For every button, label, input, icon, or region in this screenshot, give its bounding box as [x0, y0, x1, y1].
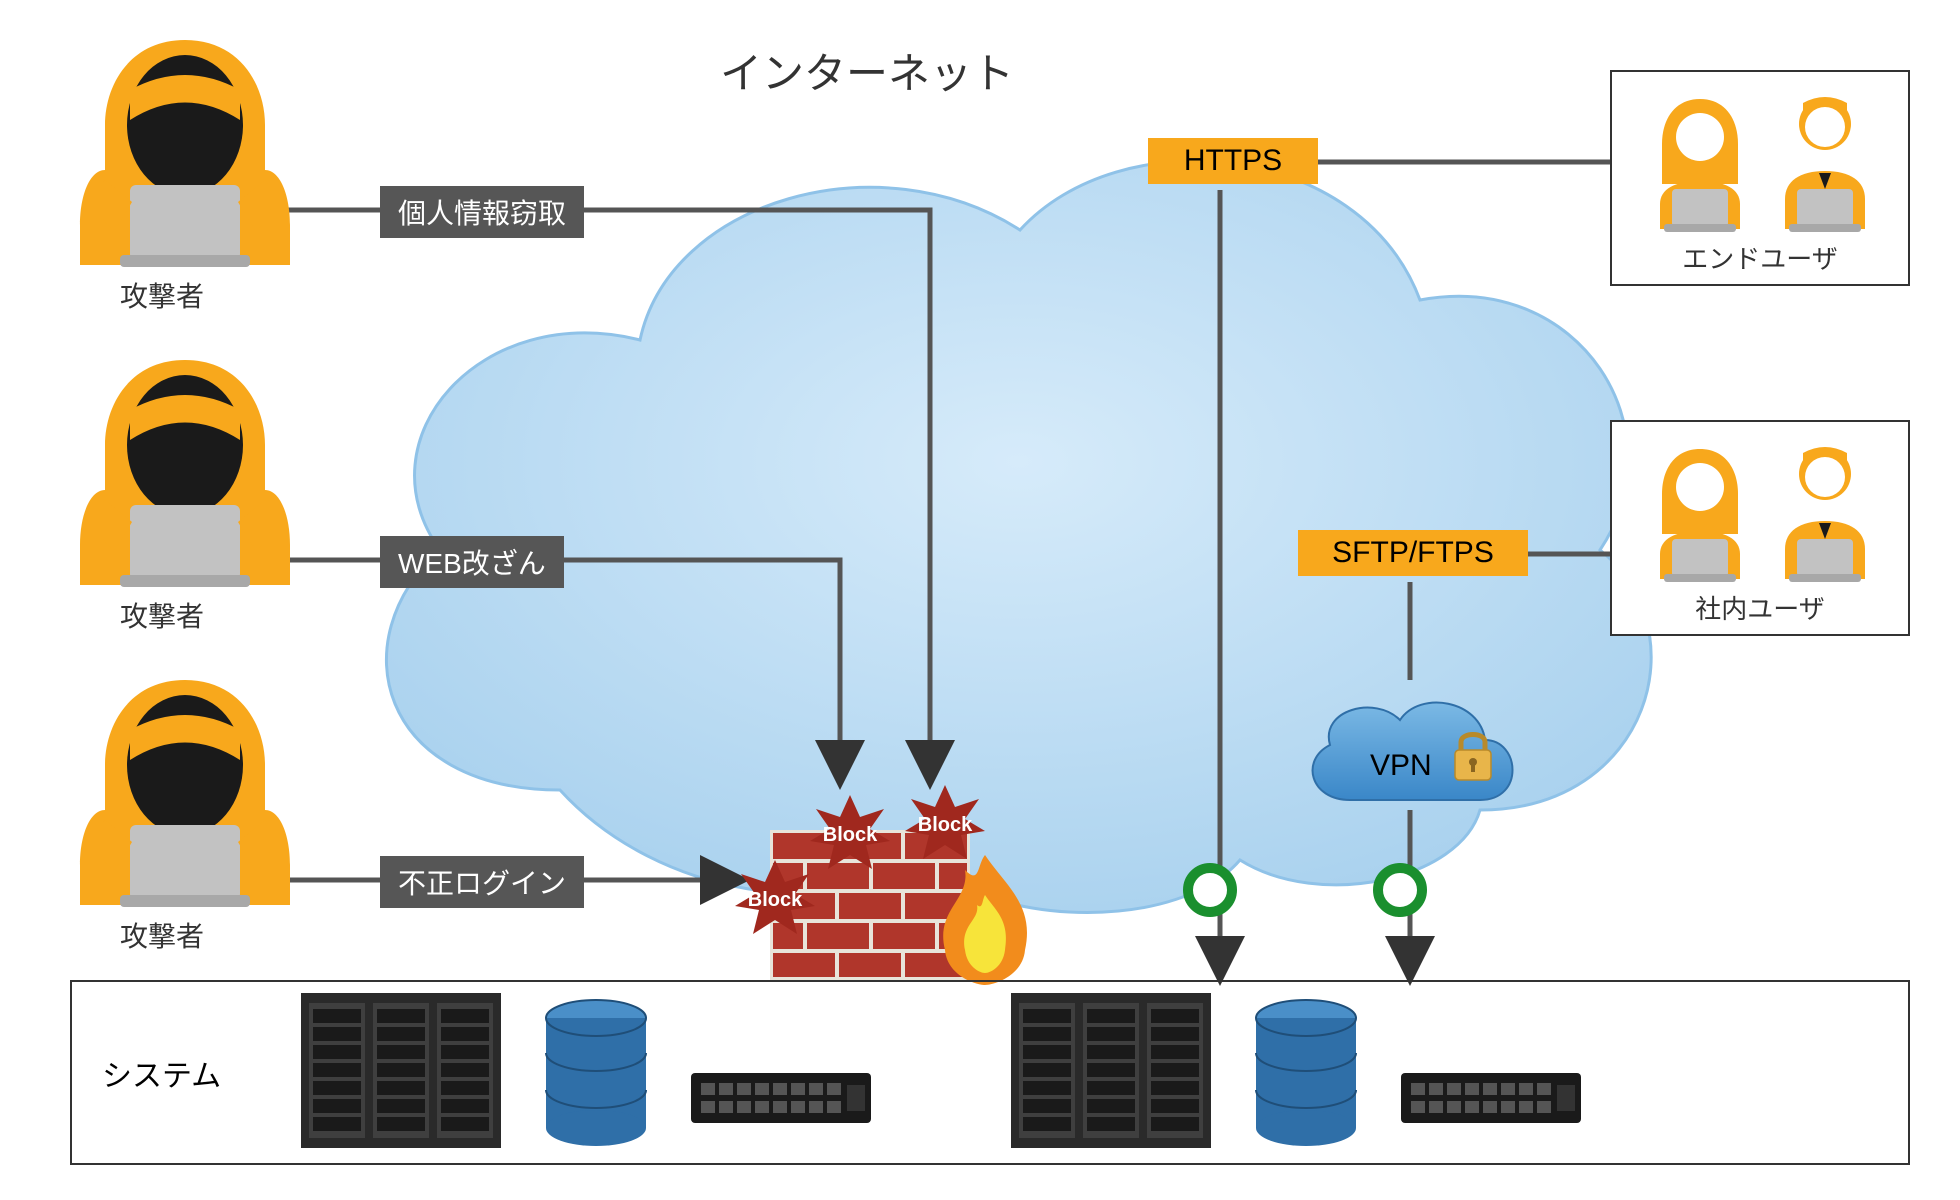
hacker-icon	[70, 350, 300, 590]
hacker-icon	[70, 670, 300, 910]
server-rack-icon	[301, 993, 501, 1153]
sftp-tag: SFTP/FTPS	[1298, 530, 1528, 576]
network-switch-icon	[1401, 1063, 1581, 1133]
users-icon	[1630, 84, 1890, 234]
network-switch-icon	[691, 1063, 871, 1133]
attacker-label: 攻撃者	[120, 275, 204, 315]
internal-user-box: 社内ユーザ	[1610, 420, 1910, 636]
allow-ring-icon	[1180, 860, 1240, 920]
server-rack-icon	[1011, 993, 1211, 1153]
end-user-box: エンドユーザ	[1610, 70, 1910, 286]
database-icon	[541, 998, 651, 1148]
system-box: システム	[70, 980, 1910, 1165]
database-icon	[1251, 998, 1361, 1148]
internal-user-label: 社内ユーザ	[1630, 589, 1890, 626]
https-tag: HTTPS	[1148, 138, 1318, 184]
svg-text:Block: Block	[823, 824, 878, 846]
svg-text:Block: Block	[918, 814, 973, 836]
vpn-cloud-icon: VPN	[1290, 680, 1530, 830]
attacker-label: 攻撃者	[120, 595, 204, 635]
users-icon	[1630, 434, 1890, 584]
diagram-canvas: インターネット	[0, 0, 1960, 1200]
svg-text:VPN: VPN	[1370, 749, 1432, 782]
allow-ring-icon	[1370, 860, 1430, 920]
attack-tag: 個人情報窃取	[380, 186, 584, 238]
attack-tag: WEB改ざん	[380, 536, 564, 588]
end-user-label: エンドユーザ	[1630, 239, 1890, 276]
attack-tag: 不正ログイン	[380, 856, 584, 908]
system-label: システム	[102, 1051, 221, 1095]
svg-text:Block: Block	[748, 889, 803, 911]
hacker-icon	[70, 30, 300, 270]
attacker-label: 攻撃者	[120, 915, 204, 955]
